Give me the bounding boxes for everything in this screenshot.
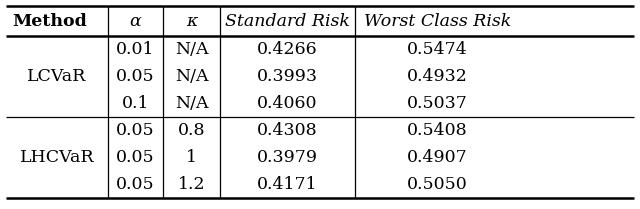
Text: 0.05: 0.05 [116,68,155,85]
Text: Method: Method [12,13,87,29]
Text: 0.5474: 0.5474 [407,41,468,58]
Text: 0.4308: 0.4308 [257,122,318,139]
Text: Worst Class Risk: Worst Class Risk [364,13,511,29]
Text: 0.4907: 0.4907 [407,149,468,166]
Text: 0.05: 0.05 [116,122,155,139]
Text: 0.4060: 0.4060 [257,95,317,112]
Text: 0.05: 0.05 [116,176,155,193]
Text: Standard Risk: Standard Risk [225,13,350,29]
Text: κ: κ [186,13,197,29]
Text: 0.4266: 0.4266 [257,41,318,58]
Text: N/A: N/A [175,68,208,85]
Text: α: α [130,13,141,29]
Text: 0.8: 0.8 [178,122,205,139]
Text: 0.1: 0.1 [122,95,149,112]
Text: N/A: N/A [175,41,208,58]
Text: 0.4171: 0.4171 [257,176,318,193]
Text: 0.5408: 0.5408 [407,122,468,139]
Text: 0.5037: 0.5037 [407,95,468,112]
Text: 0.5050: 0.5050 [407,176,468,193]
Text: 0.05: 0.05 [116,149,155,166]
Text: 0.3979: 0.3979 [257,149,318,166]
Text: 1.2: 1.2 [178,176,205,193]
Text: LCVaR: LCVaR [28,68,86,85]
Text: 0.01: 0.01 [116,41,155,58]
Text: LHCVaR: LHCVaR [20,149,94,166]
Text: 0.3993: 0.3993 [257,68,318,85]
Text: 0.4932: 0.4932 [407,68,468,85]
Text: N/A: N/A [175,95,208,112]
Text: 1: 1 [186,149,197,166]
